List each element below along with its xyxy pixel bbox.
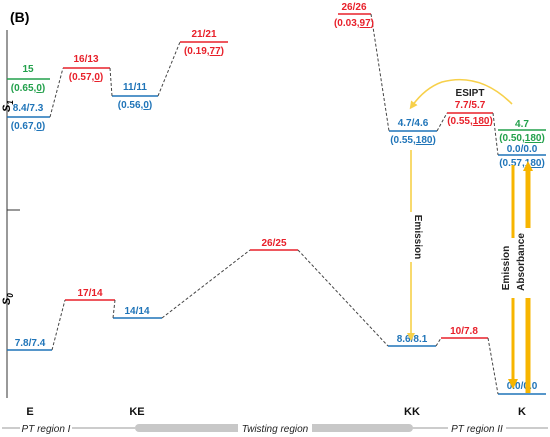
E-s1-blue-index: (0.67,0)	[11, 121, 45, 132]
K-s0-energy: 0.0/0.0	[507, 381, 538, 392]
KK-s0-energy: 8.6/8.1	[397, 334, 428, 345]
s1-connectors	[49, 13, 499, 156]
KE-s1-index: (0.56,0)	[118, 100, 152, 111]
K-s1-green-index: (0.50,180)	[499, 133, 545, 144]
TS2-s1-index: (0.19,77)	[184, 46, 224, 57]
TS3-s0-energy: 10/7.8	[450, 326, 478, 337]
region-twist: Twisting region	[242, 424, 309, 435]
TS4-s1-index: (0.55,180)	[447, 116, 493, 127]
k-emission-label-bg	[505, 238, 519, 298]
K-s1-green-energy: 4.7	[515, 119, 529, 130]
s1-labels: 15 (0.65,0) 8.4/7.3 (0.67,0) 16/13 (0.57…	[11, 2, 545, 169]
E-s1-blue-energy: 8.4/7.3	[13, 103, 44, 114]
TS2-s0-energy: 26/25	[261, 238, 286, 249]
state-labels: E KE KK K	[26, 406, 526, 418]
KE-s0-energy: 14/14	[124, 306, 149, 317]
E-s1-green-energy: 15	[22, 64, 34, 75]
kk-emission-label: Emission	[412, 215, 423, 259]
s1-levels	[7, 13, 546, 156]
TS1-s1-index: (0.57,0)	[69, 72, 103, 83]
E-s1-green-index: (0.65,0)	[11, 83, 45, 94]
region-pt1: PT region I	[22, 424, 71, 435]
panel-label: (B)	[10, 9, 29, 25]
TS2-s1-energy: 21/21	[191, 29, 216, 40]
s0-levels	[7, 249, 546, 395]
state-K: K	[518, 406, 526, 418]
pt2-label-bg	[448, 422, 506, 434]
absorbance-label-bg	[520, 228, 536, 298]
KK-s1-index: (0.55,180)	[390, 135, 436, 146]
K-s1-blue-energy: 0.0/0.0	[507, 144, 538, 155]
state-KE: KE	[129, 406, 144, 418]
TS3-s1-index: (0.03,97)	[334, 18, 374, 29]
K-s1-blue-index: (0.57,180)	[499, 158, 545, 169]
twist-label-bg	[238, 422, 312, 434]
s0-axis-label: S0	[1, 293, 15, 305]
s0-labels: 7.8/7.4 17/14 14/14 26/25 8.6/8.1 10/7.8…	[15, 238, 538, 392]
esipt-arrow	[409, 78, 513, 110]
TS4-s1-energy: 7.7/5.7	[455, 100, 486, 111]
s0-connectors	[51, 249, 499, 395]
state-KK: KK	[404, 406, 420, 418]
state-E: E	[26, 406, 33, 418]
KK-s1-energy: 4.7/4.6	[398, 118, 429, 129]
TS1-s1-energy: 16/13	[73, 54, 98, 65]
TS1-s0-energy: 17/14	[77, 288, 102, 299]
s1-axis-label: S1	[1, 100, 15, 112]
E-s0-energy: 7.8/7.4	[15, 338, 46, 349]
absorbance-label: Absorbance	[516, 233, 527, 291]
kk-emission-label-bg	[404, 212, 418, 262]
region-pt2: PT region II	[451, 424, 503, 435]
esipt-label: ESIPT	[456, 88, 485, 99]
pt1-label-bg	[20, 422, 72, 434]
KE-s1-energy: 11/11	[123, 82, 147, 93]
TS3-s1-energy: 26/26	[341, 2, 366, 13]
k-emission-label: Emission	[501, 246, 512, 290]
